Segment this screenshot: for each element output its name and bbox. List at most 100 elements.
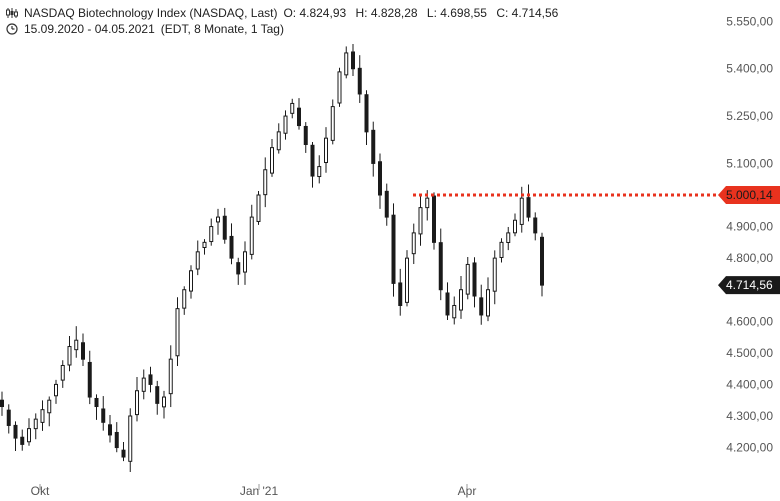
candle (263, 157, 268, 208)
candle (195, 240, 200, 276)
candle (351, 43, 355, 77)
candle (162, 390, 166, 419)
candle (303, 122, 308, 153)
candle (297, 98, 301, 130)
last-price-label: 4.714,56 (726, 278, 773, 292)
y-axis: 5.550,00 5.400,00 5.250,00 5.100,00 4.900,00… (726, 14, 773, 454)
candle (486, 277, 490, 322)
candle (324, 127, 328, 173)
candle (270, 139, 274, 177)
resistance-price-label: 5.000,14 (726, 188, 773, 202)
candle (540, 232, 544, 297)
x-axis: Okt Jan '21 Apr (31, 484, 477, 498)
candle (317, 155, 322, 184)
candle (47, 396, 52, 427)
candle (202, 239, 207, 255)
y-tick-label: 4.500,00 (726, 346, 773, 360)
candle (513, 213, 517, 237)
chart-header: NASDAQ Biotechnology Index (NASDAQ, Last… (6, 5, 564, 37)
y-tick-label: 5.550,00 (726, 14, 773, 28)
candle (432, 192, 436, 250)
candle (148, 366, 153, 393)
candle (452, 296, 457, 325)
candle (418, 196, 423, 246)
candle (222, 207, 227, 244)
candle (499, 238, 504, 263)
candle (330, 99, 335, 145)
candle (357, 55, 362, 103)
candle (27, 418, 31, 446)
candle (256, 190, 261, 225)
candle (60, 360, 65, 388)
candle (182, 286, 187, 315)
candle (438, 228, 443, 301)
candle (135, 377, 139, 422)
candle (445, 282, 450, 320)
y-tick-label: 4.200,00 (726, 441, 773, 455)
candle (0, 391, 4, 416)
candle (216, 208, 220, 235)
candle (411, 223, 416, 265)
candle (337, 67, 342, 107)
candles-group (0, 43, 544, 472)
x-tick-label: Okt (31, 484, 50, 498)
candle (74, 326, 79, 358)
candle (101, 396, 106, 431)
candle (378, 153, 382, 209)
candle (371, 121, 376, 177)
candle (243, 241, 247, 285)
candle (229, 223, 234, 265)
candle (236, 257, 241, 285)
candle (405, 250, 409, 307)
clock-icon[interactable] (6, 23, 18, 35)
candle (249, 204, 254, 260)
x-tick-label: Apr (458, 484, 477, 498)
candle (13, 421, 18, 451)
y-tick-label: 5.100,00 (726, 156, 773, 170)
y-tick-label: 4.600,00 (726, 314, 773, 328)
candle (108, 414, 112, 443)
candle (344, 46, 349, 79)
candle (20, 429, 25, 451)
candle (175, 297, 180, 366)
last-price-tag: 4.714,56 (718, 276, 780, 295)
candle (459, 275, 463, 319)
candle (121, 442, 126, 462)
instrument-title: NASDAQ Biotechnology Index (NASDAQ, Last… (24, 6, 278, 20)
x-tick-label: Jan '21 (240, 484, 279, 498)
y-tick-label: 4.900,00 (726, 220, 773, 234)
candle (81, 333, 85, 366)
candle (526, 184, 531, 222)
y-tick-label: 4.300,00 (726, 409, 773, 423)
candlestick-icon[interactable] (6, 7, 18, 19)
candle (40, 400, 45, 431)
y-tick-label: 5.400,00 (726, 62, 773, 76)
candle (189, 265, 193, 299)
ohlc-values: O: 4.824,93 H: 4.828,28 L: 4.698,55 C: 4… (283, 5, 564, 21)
candle (472, 257, 477, 308)
candle (54, 379, 58, 404)
candle (391, 203, 396, 297)
candle (384, 183, 389, 226)
candle (283, 110, 288, 140)
range-info: (EDT, 8 Monate, 1 Tag) (160, 22, 284, 36)
candle (492, 250, 497, 305)
candle (465, 256, 470, 300)
candle (67, 335, 72, 372)
low-value: L: 4.698,55 (426, 6, 487, 20)
y-tick-label: 5.250,00 (726, 109, 773, 123)
candle (94, 394, 99, 420)
candle (276, 123, 281, 154)
candle (290, 98, 295, 119)
candle (33, 413, 38, 440)
candle (506, 226, 511, 251)
candle (87, 350, 92, 405)
high-value: H: 4.828,28 (355, 6, 418, 20)
candle (310, 142, 315, 188)
candle (128, 408, 133, 472)
candle (533, 212, 538, 241)
open-value: O: 4.824,93 (283, 6, 347, 20)
close-value: C: 4.714,56 (496, 6, 559, 20)
date-range: 15.09.2020 - 04.05.2021 (24, 22, 155, 36)
